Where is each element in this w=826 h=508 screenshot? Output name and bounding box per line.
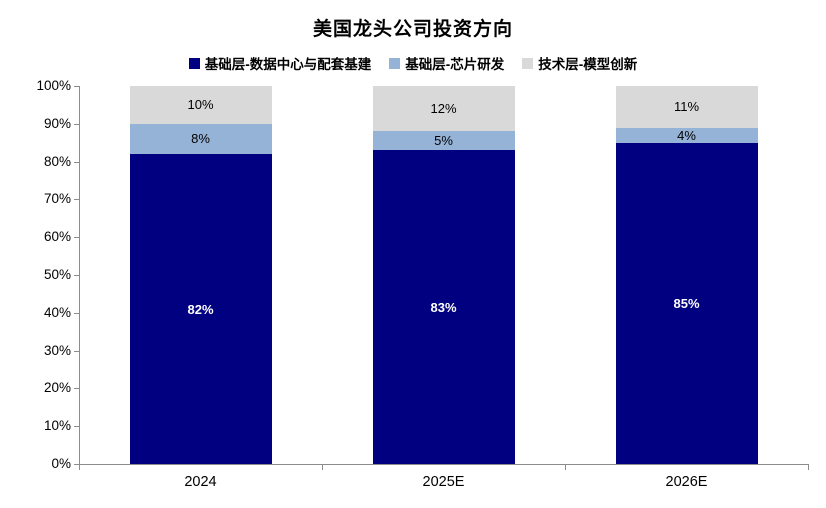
y-axis-tick: [74, 123, 79, 125]
x-axis-tick: [565, 465, 566, 470]
legend-swatch: [188, 57, 200, 69]
y-axis-label: 60%: [43, 229, 71, 245]
bar-segment: 11%: [615, 86, 758, 128]
x-axis-tick: [808, 465, 809, 470]
legend-swatch: [389, 57, 401, 69]
y-axis-tick: [74, 312, 79, 314]
chart-legend: 基础层-数据中心与配套基建 基础层-芯片研发 技术层-模型创新: [0, 53, 826, 73]
y-axis-tick: [74, 350, 79, 352]
bar-2026E: 85% 4% 11%: [615, 86, 758, 464]
bar-segment-label: 5%: [434, 133, 453, 149]
bar-segment: 10%: [129, 86, 272, 124]
plot-area: [79, 86, 809, 465]
bar-segment-label: 10%: [187, 97, 214, 113]
bar-segment-label: 82%: [187, 301, 214, 317]
y-axis-tick: [74, 237, 79, 239]
legend-item: 技术层-模型创新: [522, 53, 637, 73]
legend-swatch: [522, 57, 534, 69]
y-axis-label: 70%: [43, 191, 71, 207]
y-axis-label: 90%: [43, 115, 71, 131]
y-axis-tick: [74, 426, 79, 428]
bar-segment: 4%: [615, 127, 758, 143]
y-axis-label: 80%: [43, 153, 71, 169]
legend-item: 基础层-数据中心与配套基建: [188, 53, 372, 73]
bar-2024: 82% 8% 10%: [129, 86, 272, 464]
bar-segment-label: 8%: [191, 131, 210, 147]
y-axis-label: 100%: [36, 78, 71, 93]
legend-item: 基础层-芯片研发: [389, 53, 504, 73]
y-axis-tick: [74, 161, 79, 163]
bar-segment-label: 4%: [677, 127, 696, 143]
y-axis-tick: [74, 199, 79, 201]
bar-2025E: 83% 5% 12%: [372, 86, 515, 464]
y-axis-label: 10%: [43, 418, 71, 434]
legend-label: 基础层-数据中心与配套基建: [204, 57, 372, 72]
x-axis-tick: [79, 465, 80, 470]
y-axis-tick: [74, 275, 79, 276]
y-axis-tick: [74, 388, 79, 390]
y-axis-label: 50%: [43, 267, 71, 282]
legend-label: 技术层-模型创新: [538, 57, 638, 72]
x-axis-label: 2024: [184, 474, 217, 490]
y-axis-label: 20%: [43, 380, 71, 396]
y-axis-label: 0%: [51, 456, 71, 471]
bar-segment-label: 11%: [673, 99, 700, 115]
bar-segment: 83%: [372, 150, 515, 464]
bar-segment-label: 85%: [673, 295, 700, 311]
bar-segment: 82%: [129, 154, 272, 464]
bar-segment: 12%: [372, 86, 515, 132]
x-axis-tick: [322, 465, 323, 470]
bar-segment-label: 83%: [430, 299, 457, 315]
legend-label: 基础层-芯片研发: [405, 57, 505, 72]
y-axis-tick: [74, 464, 79, 465]
bar-segment-label: 12%: [430, 101, 457, 117]
x-axis-label: 2026E: [665, 474, 708, 490]
y-axis-label: 30%: [43, 342, 71, 358]
y-axis-tick: [74, 86, 79, 87]
bar-segment: 8%: [129, 123, 272, 155]
bar-segment: 85%: [615, 142, 758, 464]
x-axis-label: 2025E: [422, 474, 465, 490]
y-axis-label: 40%: [43, 304, 71, 320]
bar-segment: 5%: [372, 131, 515, 151]
chart-title: 美国龙头公司投资方向: [312, 19, 513, 40]
